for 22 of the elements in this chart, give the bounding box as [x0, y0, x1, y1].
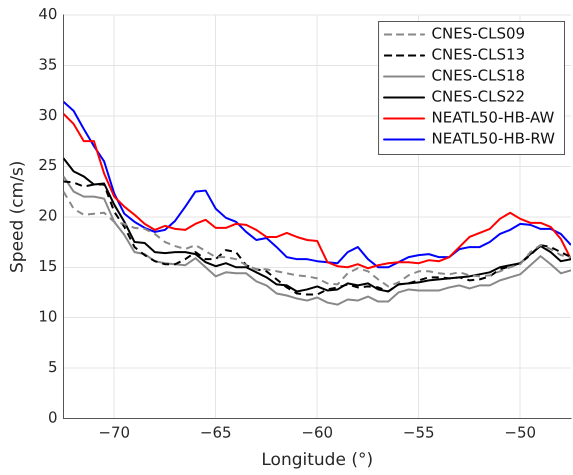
- x-tick-label: −50: [504, 423, 536, 442]
- x-tick-label: −70: [98, 423, 130, 442]
- y-tick-label: 10: [38, 308, 58, 326]
- y-tick-label: 35: [38, 55, 58, 74]
- y-axis-title: Speed (cm/s): [8, 160, 28, 274]
- y-tick-label: 5: [48, 358, 58, 376]
- x-tick-label: −55: [402, 423, 435, 442]
- y-tick-label: 25: [38, 156, 58, 174]
- legend-label: CNES-CLS22: [432, 87, 526, 106]
- y-tick-label: 0: [48, 408, 58, 426]
- legend-label: NEATL50-HB-RW: [432, 129, 556, 148]
- legend-label: NEATL50-HB-AW: [432, 108, 554, 126]
- legend-label: CNES-CLS13: [432, 45, 526, 64]
- y-tick-label: 15: [38, 257, 58, 276]
- y-tick-label: 40: [38, 4, 58, 23]
- y-tick-label: 20: [38, 206, 58, 225]
- legend-label: CNES-CLS18: [432, 66, 526, 84]
- y-tick-label: 30: [38, 106, 58, 124]
- x-tick-label: −65: [200, 423, 232, 442]
- legend-label: CNES-CLS09: [432, 24, 526, 42]
- x-tick-label: −60: [301, 423, 334, 442]
- x-axis-title: Longitude (°): [261, 450, 374, 470]
